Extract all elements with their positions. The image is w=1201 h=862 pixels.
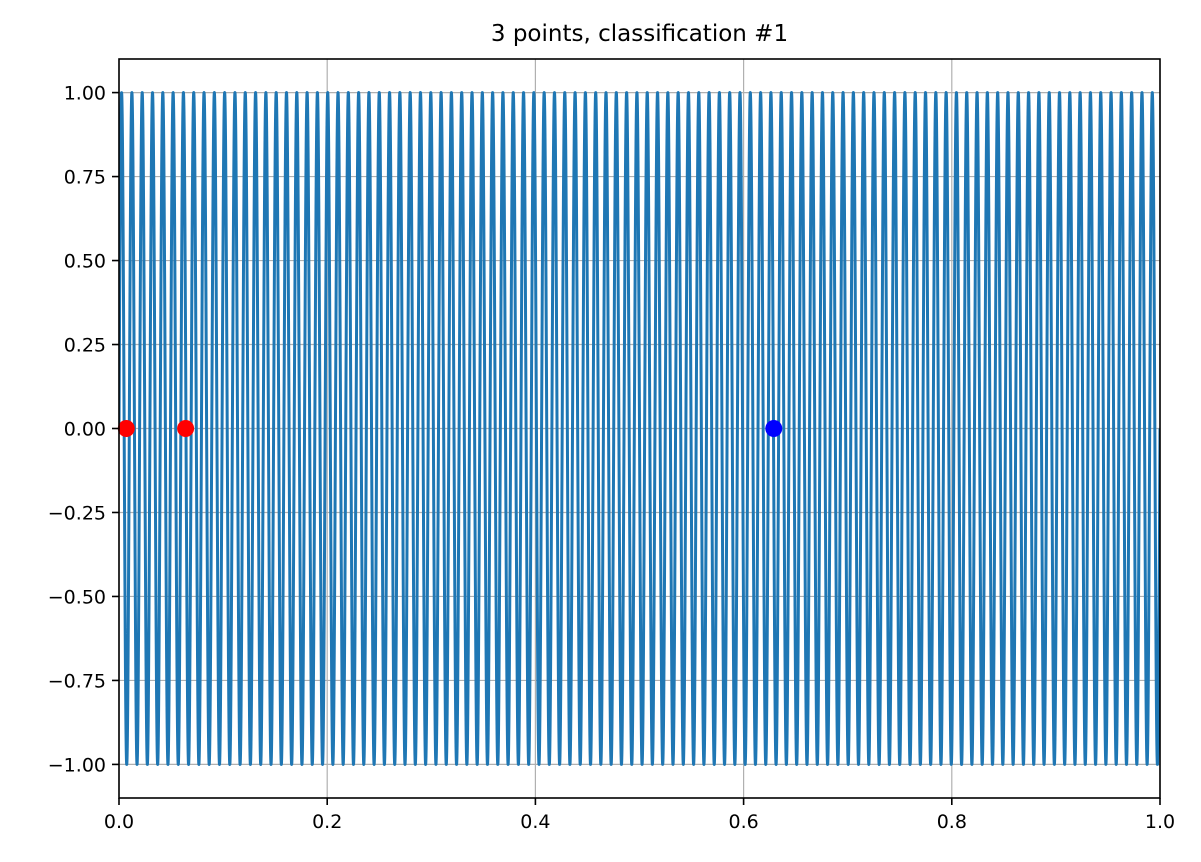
series-line [119,91,1160,766]
y-tick-label: 0.25 [64,335,106,357]
points-layer [117,420,783,437]
y-tick-label: −0.50 [48,586,106,608]
x-tick-label: 0.2 [312,811,342,833]
x-tick-label: 1.0 [1145,811,1175,833]
y-tick-label: −0.25 [48,502,106,524]
y-tick-label: 0.50 [64,251,106,273]
chart-title: 3 points, classification #1 [491,21,788,47]
data-point-blue [765,420,783,437]
y-tick-label: 0.00 [64,419,106,441]
curve-layer [119,91,1160,766]
y-tick-label: −0.75 [48,670,106,692]
x-tick-label: 0.8 [937,811,967,833]
y-tick-label: −1.00 [48,754,106,776]
x-tick-label: 0.4 [520,811,550,833]
ticks-layer: 0.0 0.2 0.4 0.6 0.8 1.0 1.00 0.75 0.50 0.25 0.00 −0… [48,83,1175,833]
x-tick-label: 0.6 [728,811,758,833]
x-tick-label: 0.0 [104,811,134,833]
y-tick-label: 0.75 [64,167,106,189]
data-point-red [177,420,195,437]
data-point-red [117,420,135,437]
y-tick-label: 1.00 [64,83,106,105]
